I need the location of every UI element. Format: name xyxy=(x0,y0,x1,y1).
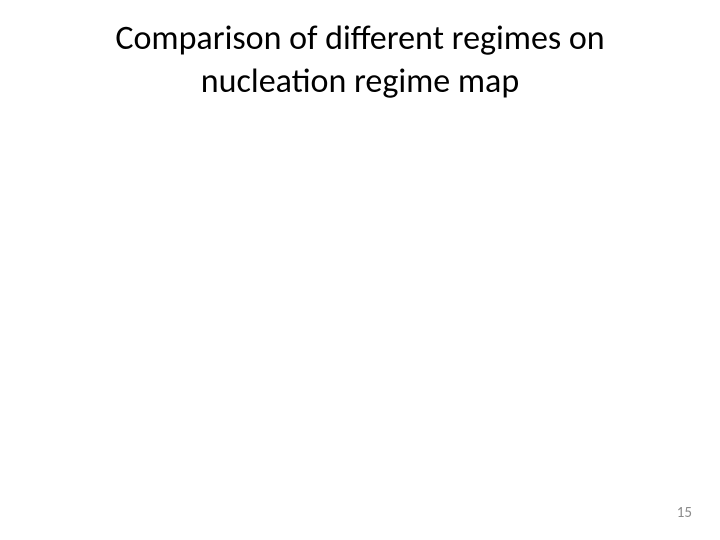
page-number: 15 xyxy=(677,504,692,522)
slide-container: Comparison of different regimes on nucle… xyxy=(0,0,720,540)
title-line-2: nucleation regime map xyxy=(201,61,519,102)
slide-title: Comparison of different regimes on nucle… xyxy=(0,18,720,103)
title-line-1: Comparison of different regimes on xyxy=(115,18,604,59)
